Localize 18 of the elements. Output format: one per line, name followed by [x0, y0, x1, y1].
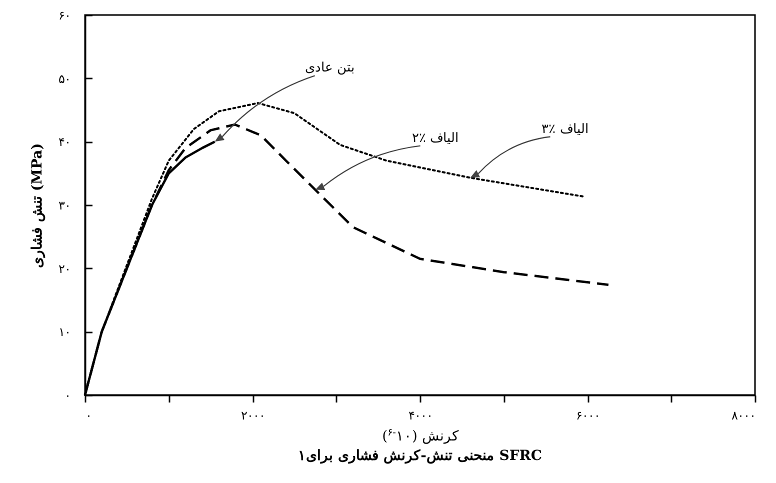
x-tick-label: ۲۰۰۰ — [241, 408, 265, 422]
annotation: ۲٪ الیاف — [412, 130, 459, 146]
annotation: ۳٪ الیاف — [542, 122, 589, 137]
text: ۱منحنی تنش-کرنش فشاری برای SFRC — [298, 448, 542, 464]
y-tick-label: ۵۰ — [58, 72, 70, 86]
x-axis-title: کرنش (۱۰$^{-۶}$) — [382, 427, 459, 444]
x-tick-label: ۴۰۰۰ — [408, 408, 432, 422]
y-tick-label: ۱۰ — [58, 325, 70, 340]
x-tick-label: ۸۰۰۰ — [732, 408, 756, 422]
y-tick-label: ۴۰ — [58, 135, 70, 150]
y-tick-label: ۳۰ — [58, 198, 70, 212]
x-tick-label: ۶۰۰۰ — [576, 408, 600, 422]
y-tick-label: ۲۰ — [58, 262, 70, 276]
y-tick-label: ۰ — [64, 388, 70, 402]
y-tick-label: ۶۰ — [58, 8, 70, 22]
annotation: بتن عادی — [304, 60, 355, 76]
y-axis-title: تنش فشاری (MPa) — [30, 143, 46, 268]
x-tick-label: ۰ — [86, 408, 92, 422]
